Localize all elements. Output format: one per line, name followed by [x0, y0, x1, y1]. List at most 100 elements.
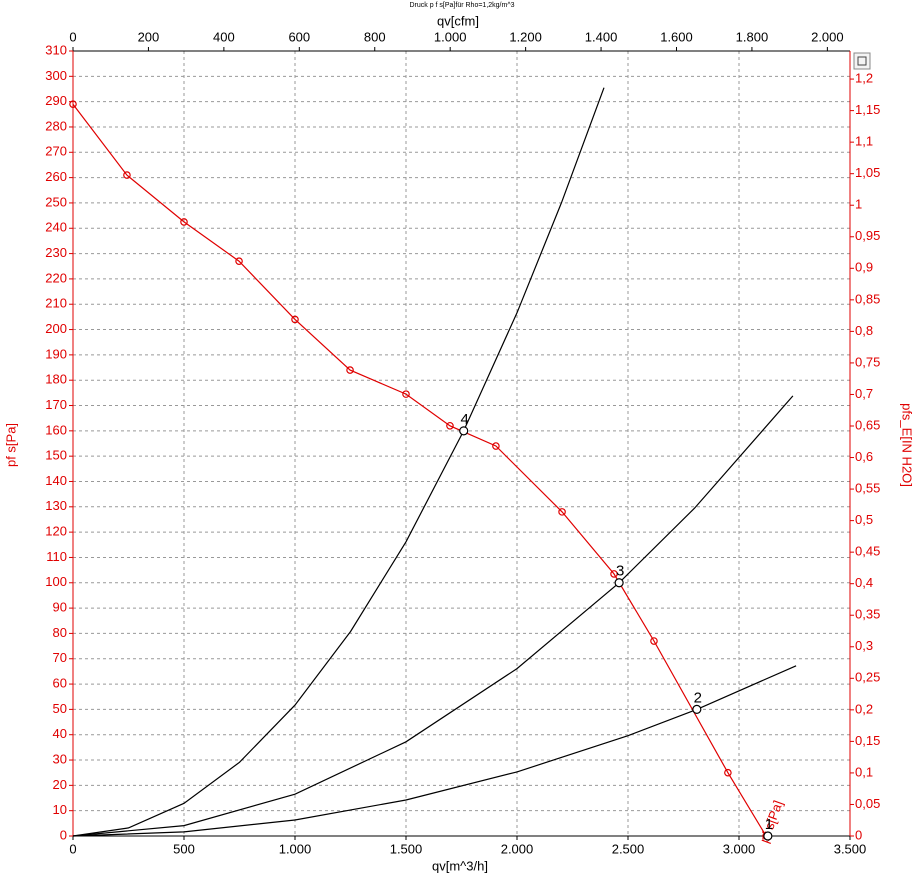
y2-tick-label: 0,75: [855, 354, 880, 369]
x-axis-label: qv[m^3/h]: [432, 858, 488, 873]
y2-tick-label: 1,2: [855, 71, 873, 86]
y-axis-label: pf s[Pa]: [3, 423, 18, 467]
operating-point-label: 3: [616, 563, 624, 580]
series-line: [72, 103, 767, 837]
y2-tick-label: 0,3: [855, 638, 873, 653]
y-tick-label: 270: [45, 144, 67, 159]
y-tick-label: 190: [45, 346, 67, 361]
x2-tick-label: 1.400: [585, 29, 618, 44]
operating-point: [459, 426, 469, 436]
y2-tick-label: 0: [855, 827, 862, 842]
data-point: [558, 508, 566, 516]
data-point: [650, 637, 658, 645]
y-tick-label: 110: [46, 549, 67, 564]
x2-tick-label: 1.600: [660, 29, 693, 44]
x2-tick-label: 200: [138, 29, 160, 44]
y-tick-label: 280: [45, 118, 67, 133]
y-tick-label: 310: [45, 42, 67, 57]
x2-axis-label: qv[cfm]: [437, 13, 479, 28]
y2-tick-label: 0,25: [855, 670, 880, 685]
y-tick-label: 260: [45, 169, 67, 184]
icon-frame[interactable]: [853, 52, 871, 70]
x-tick-label: 3.000: [723, 841, 756, 856]
data-point: [492, 442, 500, 450]
y-tick-label: 120: [45, 524, 67, 539]
y2-tick-label: 0,85: [855, 291, 880, 306]
y-tick-label: 30: [53, 751, 67, 766]
y-tick-label: 290: [45, 93, 67, 108]
data-point: [69, 100, 77, 108]
operating-point-label: 1: [765, 816, 773, 833]
y-tick-label: 90: [53, 600, 67, 615]
y-tick-label: 160: [45, 422, 67, 437]
series-line: [72, 395, 794, 837]
operating-point: [614, 578, 624, 588]
operating-point: [692, 704, 702, 714]
x2-tick-label: 0: [69, 29, 76, 44]
y2-tick-label: 0,1: [855, 764, 873, 779]
y-tick-label: 20: [53, 777, 67, 792]
y2-tick-label: 0,95: [855, 228, 880, 243]
data-point: [402, 390, 410, 398]
y-tick-label: 140: [45, 473, 67, 488]
y2-axis-label: pfs_E[IN H2O]: [900, 403, 915, 487]
toolbar-icon[interactable]: [853, 52, 871, 70]
data-point: [724, 768, 732, 777]
y-tick-label: 40: [53, 726, 67, 741]
operating-point: [763, 831, 773, 841]
y-tick-label: 230: [45, 245, 67, 260]
x2-tick-label: 1.200: [509, 29, 542, 44]
y2-tick-label: 0,2: [855, 701, 873, 716]
y-tick-label: 50: [53, 701, 67, 716]
y2-tick-label: 0,7: [855, 386, 873, 401]
y2-tick-label: 1,05: [855, 165, 880, 180]
x2-tick-label: 600: [288, 29, 310, 44]
y2-tick-label: 1,15: [855, 102, 880, 117]
y-tick-label: 220: [45, 270, 67, 285]
y-tick-label: 300: [45, 68, 67, 83]
y-tick-label: 130: [45, 498, 67, 513]
y-tick-label: 180: [45, 372, 67, 387]
y-tick-label: 100: [45, 574, 67, 589]
y2-tick-label: 0,5: [855, 512, 873, 527]
y2-tick-label: 0,55: [855, 481, 880, 496]
y-tick-label: 80: [53, 625, 67, 640]
y2-tick-label: 0,15: [855, 733, 880, 748]
y-tick-label: 150: [45, 448, 67, 463]
y-tick-label: 0: [60, 827, 67, 842]
y2-tick-label: 0,65: [855, 417, 880, 432]
x-tick-label: 2.000: [501, 841, 534, 856]
operating-point-label: 4: [461, 411, 469, 428]
data-point: [446, 421, 454, 430]
y2-tick-label: 0,35: [855, 607, 880, 622]
y2-tick-label: 0,05: [855, 796, 880, 811]
y2-tick-label: 0,45: [855, 544, 880, 559]
x-tick-label: 500: [173, 841, 195, 856]
x2-tick-label: 400: [213, 29, 235, 44]
y-tick-label: 240: [45, 220, 67, 235]
x-tick-label: 0: [69, 841, 76, 856]
y-tick-label: 60: [53, 676, 67, 691]
y2-tick-label: 0,6: [855, 449, 873, 464]
y2-tick-label: 1: [855, 197, 862, 212]
y-tick-label: 250: [45, 194, 67, 209]
y2-tick-label: 0,8: [855, 323, 873, 338]
data-point: [291, 315, 299, 324]
y-tick-label: 10: [53, 802, 67, 817]
y2-tick-label: 0,4: [855, 575, 873, 590]
icon-glyph[interactable]: [857, 56, 867, 66]
series-line: [72, 665, 797, 837]
x-tick-label: 1.000: [279, 841, 312, 856]
series-line: [72, 87, 605, 837]
operating-point-label: 2: [694, 689, 702, 706]
x2-tick-label: 1.000: [434, 29, 467, 44]
chart-title: Druck p f s[Pa]für Rho=1,2kg/m^3: [409, 2, 514, 9]
x2-tick-label: 800: [364, 29, 386, 44]
data-point: [346, 366, 354, 374]
x2-tick-label: 2.000: [811, 29, 844, 44]
y2-tick-label: 1,1: [855, 134, 873, 149]
x2-tick-label: 1.800: [736, 29, 769, 44]
y-tick-label: 210: [45, 296, 67, 311]
